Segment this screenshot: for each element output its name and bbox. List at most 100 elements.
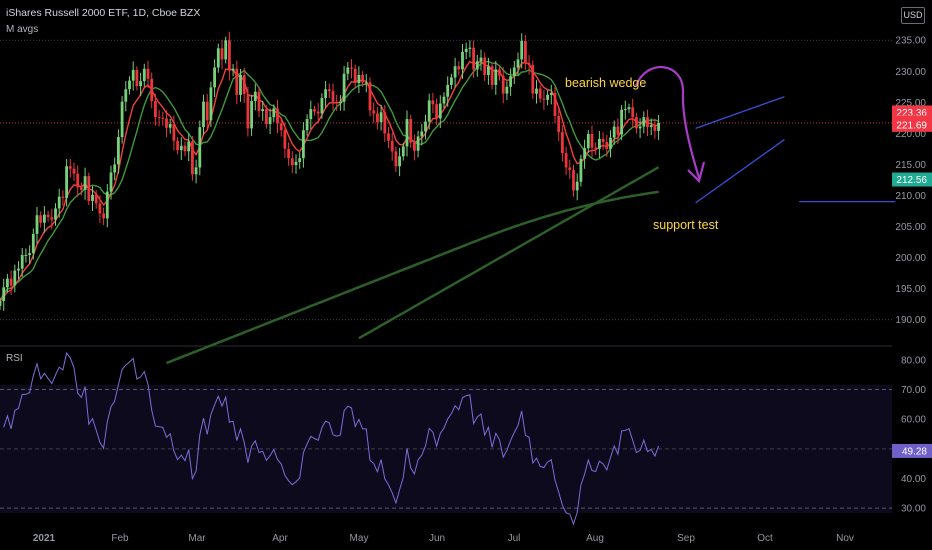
candle-body (28, 253, 31, 256)
price-axis[interactable]: 190.00 195.00 200.00 205.00 210.00 215.00 220.… (33, 36, 932, 544)
candle-body (339, 101, 342, 103)
candle-body (191, 141, 194, 175)
candle-body (172, 124, 176, 141)
candle-body (475, 61, 479, 70)
x-tick-label: Oct (757, 533, 773, 544)
candle-body (579, 158, 583, 182)
candle-body (46, 214, 50, 218)
x-tick-label: May (350, 533, 369, 544)
candle-body (431, 100, 435, 105)
candle-body (501, 75, 505, 94)
candle-body (65, 166, 68, 198)
candle-body (450, 77, 453, 85)
candle-body (57, 196, 61, 209)
candle-body (409, 119, 413, 143)
candle-body (405, 119, 409, 147)
candle-body (320, 97, 324, 114)
x-tick-label: Mar (188, 533, 206, 544)
candle-body (168, 124, 172, 128)
rsi-value-label: 49.28 (902, 446, 927, 457)
candle-body (524, 40, 527, 64)
candle-body (91, 194, 94, 202)
candle-body (231, 68, 235, 71)
candle-body (553, 92, 557, 116)
candle-body (309, 109, 313, 120)
candle-body (276, 108, 279, 124)
price-tick-label: 225.00 (895, 98, 926, 109)
candle-body (598, 138, 601, 149)
candle-body (268, 117, 272, 125)
x-tick-label: Jul (508, 533, 521, 544)
candle-body (17, 268, 20, 271)
candle-body (216, 48, 220, 68)
x-tick-label: Nov (836, 533, 854, 544)
x-tick-label: Jun (429, 533, 445, 544)
candle-body (494, 69, 498, 85)
currency-button[interactable]: USD (901, 7, 925, 24)
candle-body (113, 164, 117, 173)
arrow-curve (634, 66, 701, 179)
candle-body (346, 67, 350, 74)
candle-body (120, 101, 124, 138)
candle-body (572, 169, 575, 191)
candle-body (353, 68, 357, 84)
candle-body (638, 126, 642, 129)
price-label: 212.56 (896, 175, 927, 186)
rsi-tick-label: 80.00 (901, 355, 926, 366)
candle-body (472, 47, 475, 70)
candle-body (461, 52, 464, 70)
candle-body (512, 67, 516, 77)
rsi-tick-label: 70.00 (901, 385, 926, 396)
candle-body (183, 145, 187, 152)
candle-body (557, 115, 561, 133)
candle-body (609, 137, 612, 149)
candle-body (483, 57, 487, 75)
candle-body (620, 109, 623, 135)
candle-body (202, 101, 205, 128)
candle-body (283, 130, 287, 149)
candle-body (549, 92, 553, 95)
candle-body (109, 172, 113, 192)
price-label: 223.36 (896, 108, 927, 119)
x-tick-label: Sep (677, 533, 695, 544)
candle-body (468, 47, 472, 49)
candle-body (653, 125, 657, 131)
candle-body (176, 140, 179, 151)
x-tick-label: Feb (111, 533, 129, 544)
candle-body (527, 63, 531, 66)
candle-body (105, 191, 109, 219)
price-label-box (892, 172, 932, 187)
candle-body (364, 82, 368, 84)
indicator-label[interactable]: M avgs (6, 24, 39, 35)
candle-body (290, 158, 294, 165)
candle-body (220, 48, 224, 60)
candle-body (242, 74, 246, 95)
candle-body (265, 109, 268, 125)
candle-body (594, 147, 598, 149)
candle-body (76, 173, 80, 188)
candle-body (239, 74, 242, 95)
price-tick-label: 200.00 (895, 253, 926, 264)
candle-body (631, 107, 635, 118)
candles (0, 31, 660, 311)
candle-body (324, 89, 327, 98)
candle-body (376, 113, 379, 123)
candle-body (438, 103, 442, 119)
ema-fast-line (0, 60, 659, 302)
candle-body (646, 117, 649, 128)
candle-body (327, 89, 331, 92)
candle-body (498, 69, 501, 76)
chart-title: iShares Russell 2000 ETF, 1D, Cboe BZX (6, 7, 201, 19)
candle-body (257, 91, 261, 111)
rsi-tick-label: 40.00 (901, 474, 926, 485)
candle-body (586, 133, 590, 149)
arrow-head-icon (687, 161, 706, 184)
candle-body (117, 137, 120, 165)
candle-body (457, 66, 461, 70)
candle-body (342, 73, 346, 102)
candle-body (54, 208, 57, 220)
candle-body (401, 146, 405, 157)
candle-body (43, 214, 46, 223)
